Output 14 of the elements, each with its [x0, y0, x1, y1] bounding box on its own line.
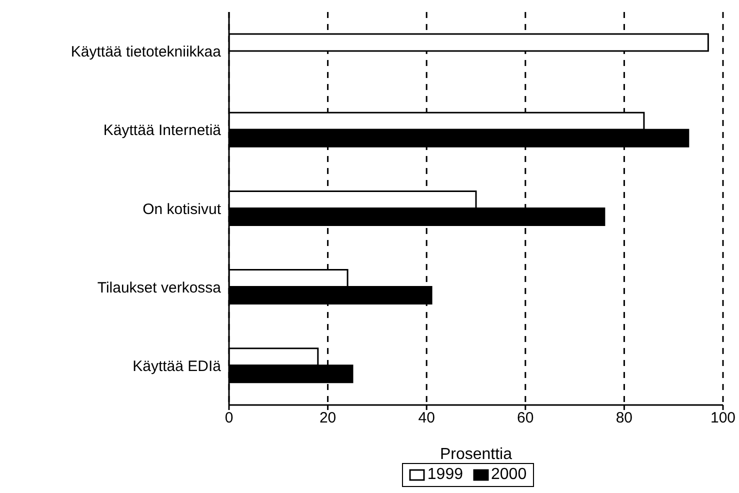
legend-label: 2000 [491, 466, 527, 484]
y-tick-label: Käyttää tietotekniikkaa [70, 44, 222, 61]
y-tick-label: Tilaukset verkossa [97, 279, 222, 296]
x-tick-label: 60 [517, 410, 534, 427]
x-tick-label: 100 [710, 410, 736, 427]
x-tick-label: 20 [319, 410, 336, 427]
legend-label: 1999 [427, 466, 463, 484]
x-tick-label: 80 [616, 410, 633, 427]
x-axis-title: Prosenttia [440, 446, 512, 463]
x-tick-label: 40 [418, 410, 435, 427]
x-tick-label: 0 [224, 410, 234, 427]
y-tick-label: Käyttää EDIä [132, 358, 222, 376]
y-tick-label: Käyttää Internetiä [103, 122, 222, 140]
y-tick-label: On kotisivut [142, 200, 222, 218]
